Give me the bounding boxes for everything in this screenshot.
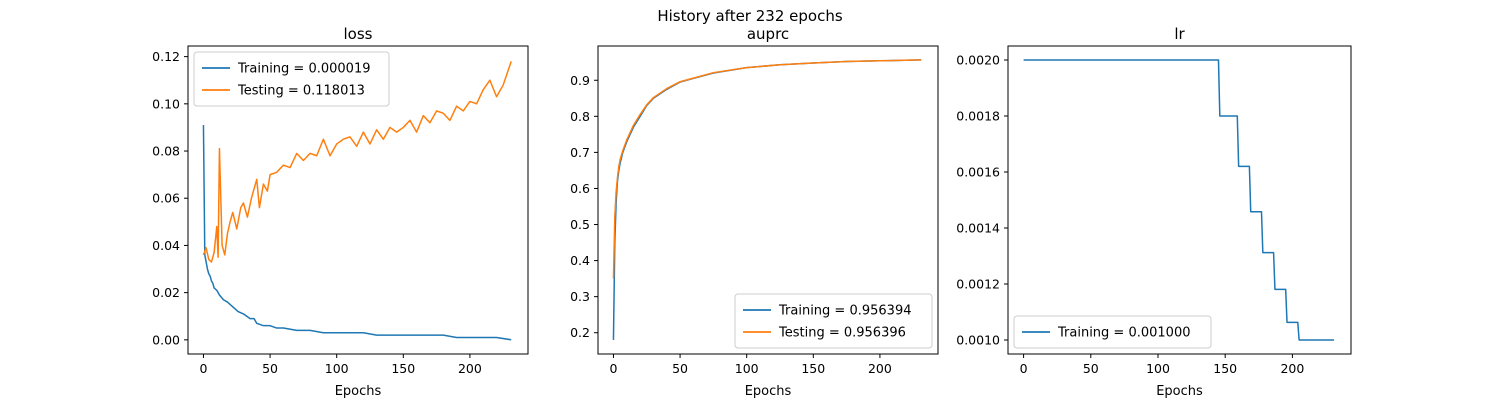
y-tick-label: 0.8 bbox=[570, 109, 590, 124]
subplot-lr: lr 0 50 100 150 200 0.0010 0.0012 0.0014 0.0016 0.… bbox=[956, 25, 1352, 399]
x-tick-label: 0 bbox=[609, 361, 617, 376]
x-tick-label: 0 bbox=[199, 361, 207, 376]
subplot-auprc: auprc 0 50 100 150 200 0.2 0.3 0.4 0.5 0.6 0.7 0.8 0.… bbox=[570, 25, 939, 399]
series-line-training bbox=[1023, 59, 1335, 341]
x-axis-label: Epochs bbox=[1156, 384, 1203, 399]
y-tick-label: 0.5 bbox=[570, 217, 590, 232]
y-tick-label: 0.10 bbox=[152, 96, 180, 111]
legend-entry-label: Training = 0.956394 bbox=[778, 304, 911, 319]
x-tick-label: 200 bbox=[1280, 361, 1304, 376]
y-tick-label: 0.0012 bbox=[956, 277, 1000, 292]
legend: Training = 0.956394 Testing = 0.956396 bbox=[734, 293, 933, 349]
y-tick-label: 0.6 bbox=[570, 181, 590, 196]
x-axis-label: Epochs bbox=[335, 384, 382, 399]
legend: Training = 0.001000 bbox=[1013, 315, 1212, 349]
y-tick-label: 0.08 bbox=[152, 144, 180, 159]
legend-entry-label: Training = 0.000019 bbox=[237, 62, 370, 77]
y-tick-label: 0.0014 bbox=[956, 221, 1000, 236]
legend: Training = 0.000019 Testing = 0.118013 bbox=[193, 51, 390, 107]
legend-box bbox=[734, 293, 933, 349]
x-tick-label: 200 bbox=[458, 361, 482, 376]
y-tick-label: 0.00 bbox=[152, 332, 180, 347]
subplots: loss 0 50 100 150 200 0.00 0.02 0.04 0.06 0.08 0.10… bbox=[152, 25, 1352, 399]
y-tick-label: 0.0018 bbox=[956, 109, 1000, 124]
x-tick-label: 200 bbox=[868, 361, 892, 376]
axes-title: auprc bbox=[747, 25, 789, 43]
legend-box bbox=[1013, 315, 1212, 349]
axes-title: loss bbox=[344, 25, 373, 43]
y-tick-label: 0.9 bbox=[570, 73, 590, 88]
axes-frame bbox=[187, 45, 529, 355]
series-line-training bbox=[202, 125, 512, 341]
x-tick-label: 150 bbox=[801, 361, 825, 376]
series-line-testing bbox=[202, 61, 512, 263]
axes-frame bbox=[1007, 45, 1352, 355]
y-tick-label: 0.12 bbox=[152, 49, 180, 64]
y-tick-label: 0.2 bbox=[570, 325, 590, 340]
x-tick-label: 100 bbox=[735, 361, 759, 376]
y-tick-label: 0.7 bbox=[570, 145, 590, 160]
y-tick-label: 0.06 bbox=[152, 191, 180, 206]
y-tick-label: 0.04 bbox=[152, 238, 180, 253]
x-tick-label: 0 bbox=[1020, 361, 1028, 376]
x-tick-label: 50 bbox=[262, 361, 278, 376]
legend-entry-label: Testing = 0.118013 bbox=[237, 84, 365, 99]
figure-suptitle: History after 232 epochs bbox=[657, 7, 842, 25]
y-tick-label: 0.0016 bbox=[956, 165, 1000, 180]
x-tick-label: 100 bbox=[1146, 361, 1170, 376]
axes-title: lr bbox=[1174, 25, 1185, 43]
x-tick-label: 100 bbox=[325, 361, 349, 376]
y-tick-label: 0.02 bbox=[152, 285, 180, 300]
y-tick-label: 0.3 bbox=[570, 289, 590, 304]
y-tick-label: 0.4 bbox=[570, 253, 590, 268]
legend-box bbox=[193, 51, 390, 107]
axes-frame bbox=[597, 45, 939, 355]
x-tick-label: 150 bbox=[1213, 361, 1237, 376]
subplot-loss: loss 0 50 100 150 200 0.00 0.02 0.04 0.06 0.08 0.10… bbox=[152, 25, 529, 399]
x-axis-label: Epochs bbox=[745, 384, 792, 399]
x-tick-label: 50 bbox=[1083, 361, 1099, 376]
x-tick-label: 50 bbox=[672, 361, 688, 376]
legend-entry-label: Testing = 0.956396 bbox=[778, 326, 906, 341]
x-tick-label: 150 bbox=[391, 361, 415, 376]
legend-entry-label: Training = 0.001000 bbox=[1057, 326, 1190, 341]
series-line-testing bbox=[612, 59, 922, 279]
y-tick-label: 0.0020 bbox=[956, 53, 1000, 68]
y-tick-label: 0.0010 bbox=[956, 333, 1000, 348]
